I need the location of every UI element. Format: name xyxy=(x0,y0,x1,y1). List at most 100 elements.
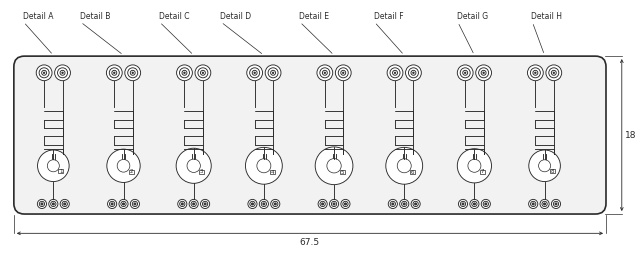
Text: 5: 5 xyxy=(341,170,344,175)
Circle shape xyxy=(42,70,47,75)
Circle shape xyxy=(390,68,400,78)
Text: 4: 4 xyxy=(271,170,274,175)
Circle shape xyxy=(481,70,486,75)
Circle shape xyxy=(248,199,257,208)
Circle shape xyxy=(121,201,126,207)
Circle shape xyxy=(322,204,323,205)
Text: Detail E: Detail E xyxy=(299,12,329,21)
Circle shape xyxy=(263,203,265,205)
Circle shape xyxy=(122,203,125,205)
Circle shape xyxy=(554,201,559,207)
Circle shape xyxy=(111,204,113,205)
Circle shape xyxy=(460,201,466,207)
Circle shape xyxy=(474,204,475,205)
FancyBboxPatch shape xyxy=(14,56,606,214)
Circle shape xyxy=(341,70,346,75)
Circle shape xyxy=(113,72,115,74)
Circle shape xyxy=(261,201,266,207)
Circle shape xyxy=(200,70,205,75)
Circle shape xyxy=(460,68,470,78)
Circle shape xyxy=(275,204,276,205)
Circle shape xyxy=(320,201,325,207)
Circle shape xyxy=(552,199,561,208)
Circle shape xyxy=(193,204,194,205)
Circle shape xyxy=(555,203,557,205)
Text: 7: 7 xyxy=(481,169,484,174)
Circle shape xyxy=(532,203,534,205)
Bar xyxy=(410,170,415,174)
Circle shape xyxy=(64,204,65,205)
Circle shape xyxy=(458,65,473,81)
Circle shape xyxy=(202,201,208,207)
Circle shape xyxy=(125,65,141,81)
Circle shape xyxy=(39,68,49,78)
Circle shape xyxy=(472,201,477,207)
Circle shape xyxy=(111,203,113,205)
Text: 6: 6 xyxy=(411,170,415,175)
Bar xyxy=(480,170,484,174)
Circle shape xyxy=(257,159,271,173)
Circle shape xyxy=(320,68,330,78)
Circle shape xyxy=(128,68,138,78)
Circle shape xyxy=(134,204,136,205)
Circle shape xyxy=(182,204,183,205)
Circle shape xyxy=(193,203,195,205)
Circle shape xyxy=(345,204,346,205)
Circle shape xyxy=(332,201,337,207)
Circle shape xyxy=(180,201,185,207)
Text: 8: 8 xyxy=(550,169,554,174)
Circle shape xyxy=(399,199,409,208)
Bar xyxy=(270,170,275,174)
Text: 2: 2 xyxy=(129,169,133,174)
Circle shape xyxy=(106,65,122,81)
Text: 3: 3 xyxy=(200,169,204,175)
Circle shape xyxy=(531,68,540,78)
Circle shape xyxy=(265,65,281,81)
Circle shape xyxy=(544,204,545,205)
Circle shape xyxy=(458,199,468,208)
Circle shape xyxy=(179,68,189,78)
Circle shape xyxy=(527,65,543,81)
Circle shape xyxy=(117,159,130,172)
Circle shape xyxy=(333,203,335,205)
Bar xyxy=(129,170,134,173)
Circle shape xyxy=(200,199,210,208)
Circle shape xyxy=(387,65,403,81)
Circle shape xyxy=(182,70,187,75)
Circle shape xyxy=(247,65,262,81)
Circle shape xyxy=(485,204,486,205)
Circle shape xyxy=(324,72,326,74)
Circle shape xyxy=(271,70,276,75)
Circle shape xyxy=(327,159,341,173)
Circle shape xyxy=(463,70,468,75)
Bar xyxy=(340,170,345,174)
Circle shape xyxy=(134,203,136,205)
Text: Detail H: Detail H xyxy=(531,12,563,21)
Circle shape xyxy=(271,199,280,208)
Circle shape xyxy=(411,70,416,75)
Circle shape xyxy=(252,203,253,205)
Circle shape xyxy=(47,160,60,172)
Circle shape xyxy=(60,70,65,75)
Circle shape xyxy=(481,199,490,208)
Circle shape xyxy=(250,68,260,78)
Circle shape xyxy=(551,70,556,75)
Circle shape xyxy=(339,68,348,78)
Circle shape xyxy=(107,149,140,182)
Circle shape xyxy=(534,72,536,74)
Text: Detail G: Detail G xyxy=(457,12,488,21)
Circle shape xyxy=(335,65,351,81)
Circle shape xyxy=(406,65,421,81)
Circle shape xyxy=(392,203,394,205)
Circle shape xyxy=(62,201,67,207)
Circle shape xyxy=(131,199,140,208)
Text: Detail C: Detail C xyxy=(159,12,189,21)
Circle shape xyxy=(274,203,276,205)
Circle shape xyxy=(468,159,481,172)
Circle shape xyxy=(386,147,422,184)
Circle shape xyxy=(401,201,407,207)
Circle shape xyxy=(108,199,116,208)
Circle shape xyxy=(411,199,420,208)
Circle shape xyxy=(181,203,183,205)
Circle shape xyxy=(542,201,547,207)
